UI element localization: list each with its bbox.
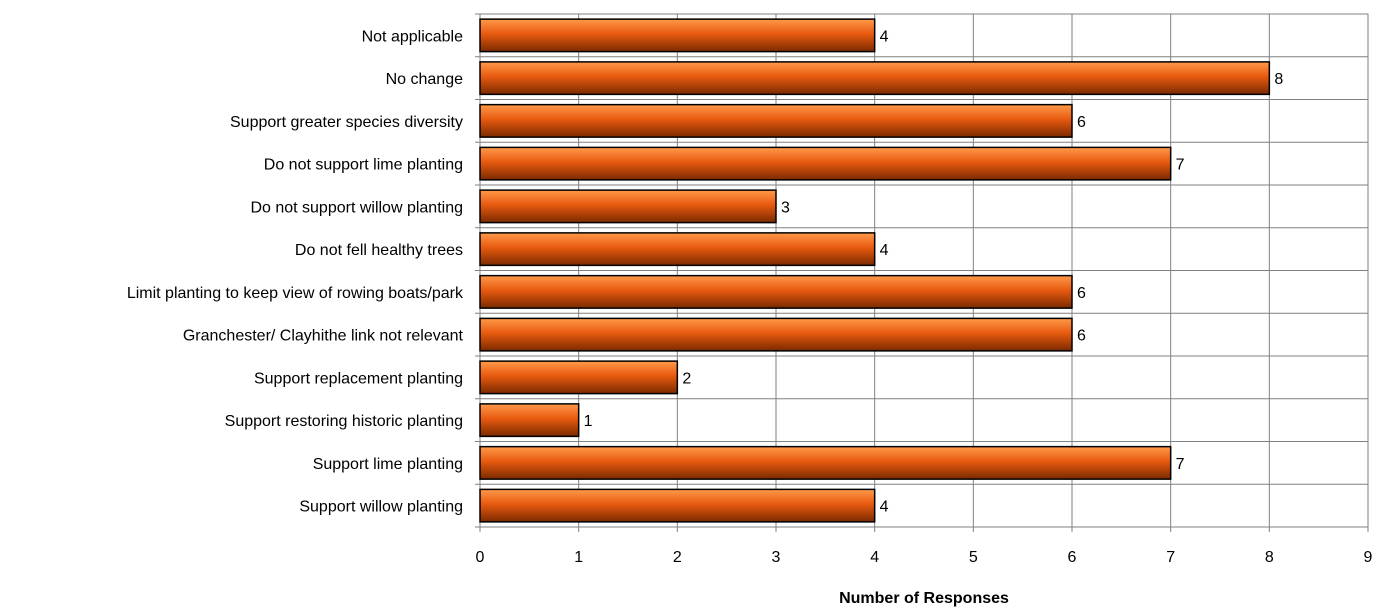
- x-tick-label: 3: [772, 549, 781, 566]
- data-label: 4: [880, 499, 889, 516]
- x-axis-ticks: 0 1 2 3 4 5 6 7 8 9: [476, 549, 1373, 566]
- bar: [479, 146, 1172, 181]
- bar: [479, 360, 679, 395]
- category-label: Support greater species diversity: [230, 114, 463, 131]
- category-label: No change: [386, 71, 463, 88]
- category-label: Support replacement planting: [254, 370, 463, 387]
- category-label: Not applicable: [362, 28, 464, 45]
- category-label: Do not support lime planting: [264, 157, 463, 174]
- data-label: 6: [1077, 285, 1086, 302]
- bar: [479, 445, 1172, 480]
- data-label: 4: [880, 242, 889, 259]
- data-label: 2: [682, 370, 691, 387]
- x-tick-label: 4: [870, 549, 879, 566]
- bar: [479, 488, 876, 523]
- bar: [479, 61, 1271, 96]
- x-tick-label: 7: [1166, 549, 1175, 566]
- bar: [479, 232, 876, 267]
- category-label: Support restoring historic planting: [225, 413, 463, 430]
- x-tick-label: 6: [1068, 549, 1077, 566]
- data-label: 4: [880, 28, 889, 45]
- x-tick-label: 9: [1364, 549, 1373, 566]
- data-label: 6: [1077, 328, 1086, 345]
- data-label: 1: [584, 413, 593, 430]
- x-tick-label: 2: [673, 549, 682, 566]
- category-label: Granchester/ Clayhithe link not relevant: [183, 328, 464, 345]
- bars: [479, 18, 1271, 523]
- category-label: Limit planting to keep view of rowing bo…: [127, 285, 464, 302]
- category-label: Do not support willow planting: [250, 199, 463, 216]
- x-tick-label: 1: [574, 549, 583, 566]
- bar: [479, 403, 580, 438]
- data-label: 3: [781, 199, 790, 216]
- category-label: Support willow planting: [299, 499, 463, 516]
- data-label: 7: [1176, 157, 1185, 174]
- category-label: Do not fell healthy trees: [295, 242, 463, 259]
- x-tick-label: 5: [969, 549, 978, 566]
- gridlines: [475, 13, 1369, 532]
- x-axis-title: Number of Responses: [839, 590, 1009, 607]
- x-tick-label: 8: [1265, 549, 1274, 566]
- bar: [479, 18, 876, 53]
- bar: [479, 274, 1073, 309]
- category-labels: Not applicable No change Support greater s…: [127, 28, 464, 515]
- data-label: 6: [1077, 114, 1086, 131]
- bar: [479, 317, 1073, 352]
- bar: [479, 189, 777, 224]
- data-label: 8: [1274, 71, 1283, 88]
- data-label: 7: [1176, 456, 1185, 473]
- category-label: Support lime planting: [313, 456, 463, 473]
- bar: [479, 103, 1073, 138]
- data-labels: 4 8 6 7 3 4 6 6 2 1 7 4: [584, 28, 1284, 515]
- x-tick-label: 0: [476, 549, 485, 566]
